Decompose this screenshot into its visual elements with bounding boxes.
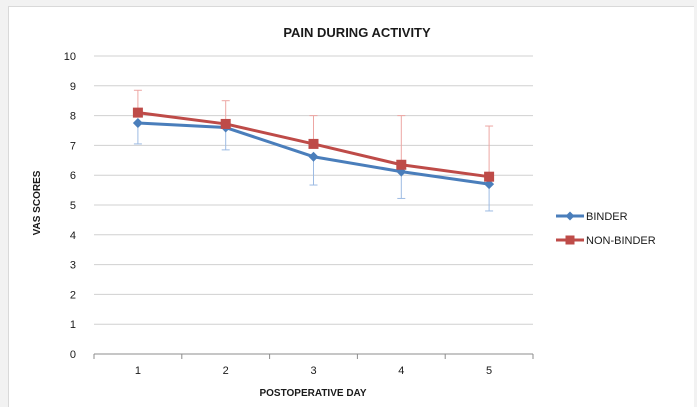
data-point: [484, 171, 495, 182]
legend: BINDER NON-BINDER: [556, 211, 656, 247]
y-tick-label: 4: [70, 230, 76, 242]
y-tick-label: 10: [64, 51, 76, 63]
data-point: [308, 138, 319, 149]
x-tick-labels: 1 2 3 4 5: [135, 365, 492, 377]
x-tick-label: 1: [135, 365, 141, 377]
y-tick-label: 1: [70, 319, 76, 331]
y-tick-label: 2: [70, 289, 76, 301]
y-tick-label: 5: [70, 200, 76, 212]
data-point: [132, 107, 143, 118]
legend-marker: [565, 211, 575, 221]
y-tick-label: 9: [70, 81, 76, 93]
y-tick-label: 6: [70, 170, 76, 182]
data-point: [396, 159, 407, 170]
data-point: [132, 118, 143, 129]
chart-title: PAIN DURING ACTIVITY: [283, 25, 431, 40]
legend-label: BINDER: [586, 211, 628, 223]
y-axis-title: VAS SCORES: [32, 170, 43, 235]
y-tick-label: 3: [70, 260, 76, 272]
chart-frame: [8, 6, 694, 407]
y-tick-labels: 0 1 2 3 4 5 6 7 8 9 10: [64, 51, 76, 361]
x-axis-title: POSTOPERATIVE DAY: [259, 388, 366, 399]
series-markers: [132, 107, 495, 190]
legend-marker: [565, 235, 575, 245]
y-tick-label: 0: [70, 349, 76, 361]
data-point: [308, 151, 319, 162]
data-point: [220, 118, 231, 129]
gridlines: [93, 55, 534, 359]
x-tick-label: 2: [223, 365, 229, 377]
y-tick-label: 7: [70, 140, 76, 152]
error-bars: [133, 89, 494, 212]
x-tick-label: 3: [310, 365, 316, 377]
y-tick-label: 8: [70, 111, 76, 123]
legend-label: NON-BINDER: [586, 235, 656, 247]
x-tick-label: 4: [398, 365, 404, 377]
x-tick-label: 5: [486, 365, 492, 377]
